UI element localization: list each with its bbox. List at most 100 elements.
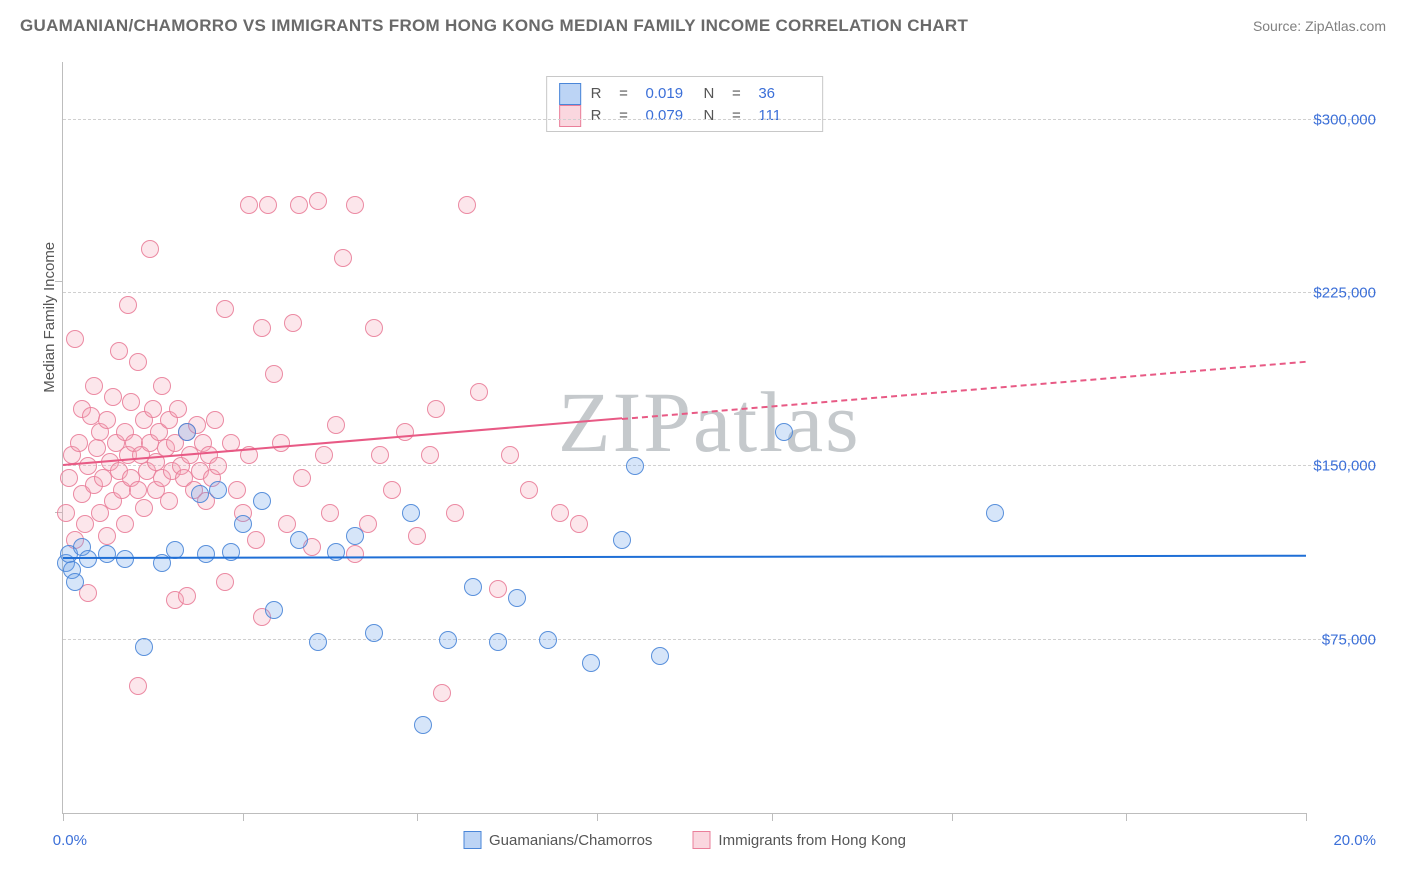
chart-wrap: ZIPatlas Median Family Income R = 0.019 … <box>20 52 1386 872</box>
x-tick-mark <box>772 813 773 821</box>
gridline-horizontal <box>63 465 1376 466</box>
scatter-point <box>290 531 308 549</box>
legend-swatch <box>463 831 481 849</box>
scatter-point <box>265 365 283 383</box>
scatter-point <box>582 654 600 672</box>
legend-eq: = <box>724 83 748 105</box>
legend-r-label: R <box>591 83 602 105</box>
scatter-point <box>290 196 308 214</box>
legend-eq: = <box>612 105 636 127</box>
scatter-point <box>321 504 339 522</box>
scatter-point <box>315 446 333 464</box>
scatter-point <box>169 400 187 418</box>
scatter-point <box>470 383 488 401</box>
scatter-point <box>144 400 162 418</box>
source-label: Source: ZipAtlas.com <box>1253 18 1386 34</box>
x-axis-min-label: 0.0% <box>53 832 87 849</box>
legend-swatch <box>559 105 581 127</box>
scatter-point <box>247 531 265 549</box>
chart-container: GUAMANIAN/CHAMORRO VS IMMIGRANTS FROM HO… <box>0 0 1406 892</box>
scatter-point <box>253 492 271 510</box>
y-tick-label: $300,000 <box>1311 111 1376 128</box>
scatter-point <box>253 319 271 337</box>
scatter-point <box>104 388 122 406</box>
watermark-atlas: atlas <box>693 374 861 470</box>
scatter-point <box>446 504 464 522</box>
scatter-point <box>259 196 277 214</box>
header: GUAMANIAN/CHAMORRO VS IMMIGRANTS FROM HO… <box>20 16 1386 36</box>
scatter-point <box>66 330 84 348</box>
x-tick-mark <box>63 813 64 821</box>
scatter-point <box>293 469 311 487</box>
y-tick-label: $75,000 <box>1311 631 1376 648</box>
scatter-point <box>197 545 215 563</box>
scatter-point <box>216 300 234 318</box>
scatter-point <box>178 423 196 441</box>
correlation-legend: R = 0.019 N = 36 R = 0.079 N = 111 <box>546 76 824 132</box>
x-tick-mark <box>597 813 598 821</box>
scatter-point <box>327 416 345 434</box>
scatter-point <box>346 527 364 545</box>
watermark: ZIPatlas <box>558 372 861 472</box>
scatter-point <box>98 527 116 545</box>
scatter-point <box>129 481 147 499</box>
trend-line <box>622 360 1306 419</box>
scatter-point <box>141 240 159 258</box>
x-tick-mark <box>1126 813 1127 821</box>
y-tick-label: $150,000 <box>1311 458 1376 475</box>
scatter-point <box>365 624 383 642</box>
scatter-point <box>278 515 296 533</box>
legend-item: Guamanians/Chamorros <box>463 831 652 849</box>
legend-r-label: R <box>591 105 602 127</box>
scatter-point <box>489 633 507 651</box>
scatter-point <box>520 481 538 499</box>
scatter-point <box>334 249 352 267</box>
x-axis-max-label: 20.0% <box>1333 832 1376 849</box>
scatter-point <box>216 573 234 591</box>
scatter-point <box>98 411 116 429</box>
scatter-point <box>396 423 414 441</box>
scatter-point <box>70 434 88 452</box>
scatter-point <box>613 531 631 549</box>
scatter-point <box>414 716 432 734</box>
chart-title: GUAMANIAN/CHAMORRO VS IMMIGRANTS FROM HO… <box>20 16 968 36</box>
scatter-point <box>178 587 196 605</box>
scatter-point <box>570 515 588 533</box>
scatter-point <box>129 353 147 371</box>
scatter-point <box>539 631 557 649</box>
scatter-point <box>76 515 94 533</box>
scatter-point <box>433 684 451 702</box>
scatter-point <box>209 481 227 499</box>
scatter-point <box>206 411 224 429</box>
scatter-point <box>85 377 103 395</box>
scatter-point <box>234 515 252 533</box>
scatter-point <box>79 457 97 475</box>
gridline-horizontal <box>63 119 1376 120</box>
scatter-point <box>346 196 364 214</box>
x-tick-mark <box>417 813 418 821</box>
scatter-point <box>228 481 246 499</box>
scatter-point <box>427 400 445 418</box>
legend-n-label: N <box>704 105 715 127</box>
scatter-point <box>110 342 128 360</box>
scatter-point <box>371 446 389 464</box>
scatter-point <box>408 527 426 545</box>
scatter-point <box>153 377 171 395</box>
scatter-point <box>284 314 302 332</box>
legend-eq: = <box>612 83 636 105</box>
scatter-point <box>651 647 669 665</box>
scatter-point <box>551 504 569 522</box>
scatter-point <box>508 589 526 607</box>
scatter-point <box>57 504 75 522</box>
scatter-point <box>135 499 153 517</box>
scatter-point <box>209 457 227 475</box>
scatter-point <box>402 504 420 522</box>
scatter-point <box>501 446 519 464</box>
scatter-point <box>160 492 178 510</box>
scatter-point <box>464 578 482 596</box>
scatter-point <box>191 485 209 503</box>
legend-item: Immigrants from Hong Kong <box>692 831 906 849</box>
scatter-point <box>116 515 134 533</box>
scatter-point <box>122 393 140 411</box>
scatter-point <box>626 457 644 475</box>
